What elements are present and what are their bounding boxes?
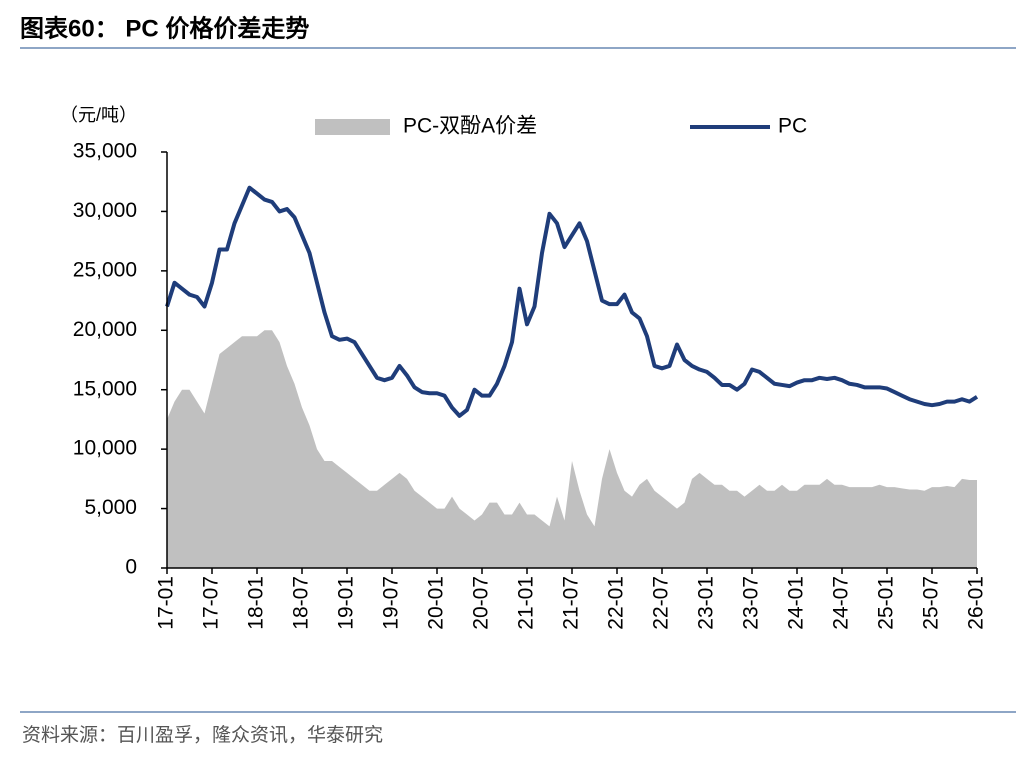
x-tick-label: 25-07 <box>920 576 943 630</box>
y-tick-label: 20,000 <box>73 318 137 341</box>
y-tick-label: 5,000 <box>84 496 137 519</box>
legend-swatch <box>315 119 390 135</box>
x-tick-label: 24-01 <box>785 576 808 630</box>
chart-title: 图表60： PC 价格价差走势 <box>20 14 309 42</box>
x-tick-label: 22-07 <box>650 576 673 630</box>
x-tick-label: 17-01 <box>155 576 178 630</box>
y-tick-label: 15,000 <box>73 377 137 400</box>
legend-label: PC <box>778 115 807 138</box>
y-tick-label: 0 <box>125 556 137 579</box>
y-unit: （元/吨） <box>60 105 137 125</box>
x-tick-label: 25-01 <box>875 576 898 630</box>
x-tick-label: 22-01 <box>605 576 628 630</box>
y-tick-label: 10,000 <box>73 437 137 460</box>
x-tick-label: 20-01 <box>425 576 448 630</box>
y-tick-label: 35,000 <box>73 140 137 163</box>
y-tick-label: 25,000 <box>73 258 137 281</box>
area <box>167 330 977 568</box>
x-tick-label: 21-07 <box>560 576 583 630</box>
source: 资料来源：百川盈孚，隆众资讯，华泰研究 <box>22 724 383 746</box>
x-tick-label: 18-07 <box>290 576 313 630</box>
x-tick-label: 18-01 <box>245 576 268 630</box>
x-tick-label: 23-07 <box>740 576 763 630</box>
x-tick-label: 21-01 <box>515 576 538 630</box>
legend-label: PC-双酚A价差 <box>403 115 537 138</box>
x-tick-label: 19-01 <box>335 576 358 630</box>
x-tick-label: 19-07 <box>380 576 403 630</box>
x-tick-label: 24-07 <box>830 576 853 630</box>
y-tick-label: 30,000 <box>73 199 137 222</box>
x-tick-label: 26-01 <box>965 576 988 630</box>
line <box>165 185 979 418</box>
x-tick-label: 23-01 <box>695 576 718 630</box>
x-tick-label: 17-07 <box>200 576 223 630</box>
x-tick-label: 20-07 <box>470 576 493 630</box>
